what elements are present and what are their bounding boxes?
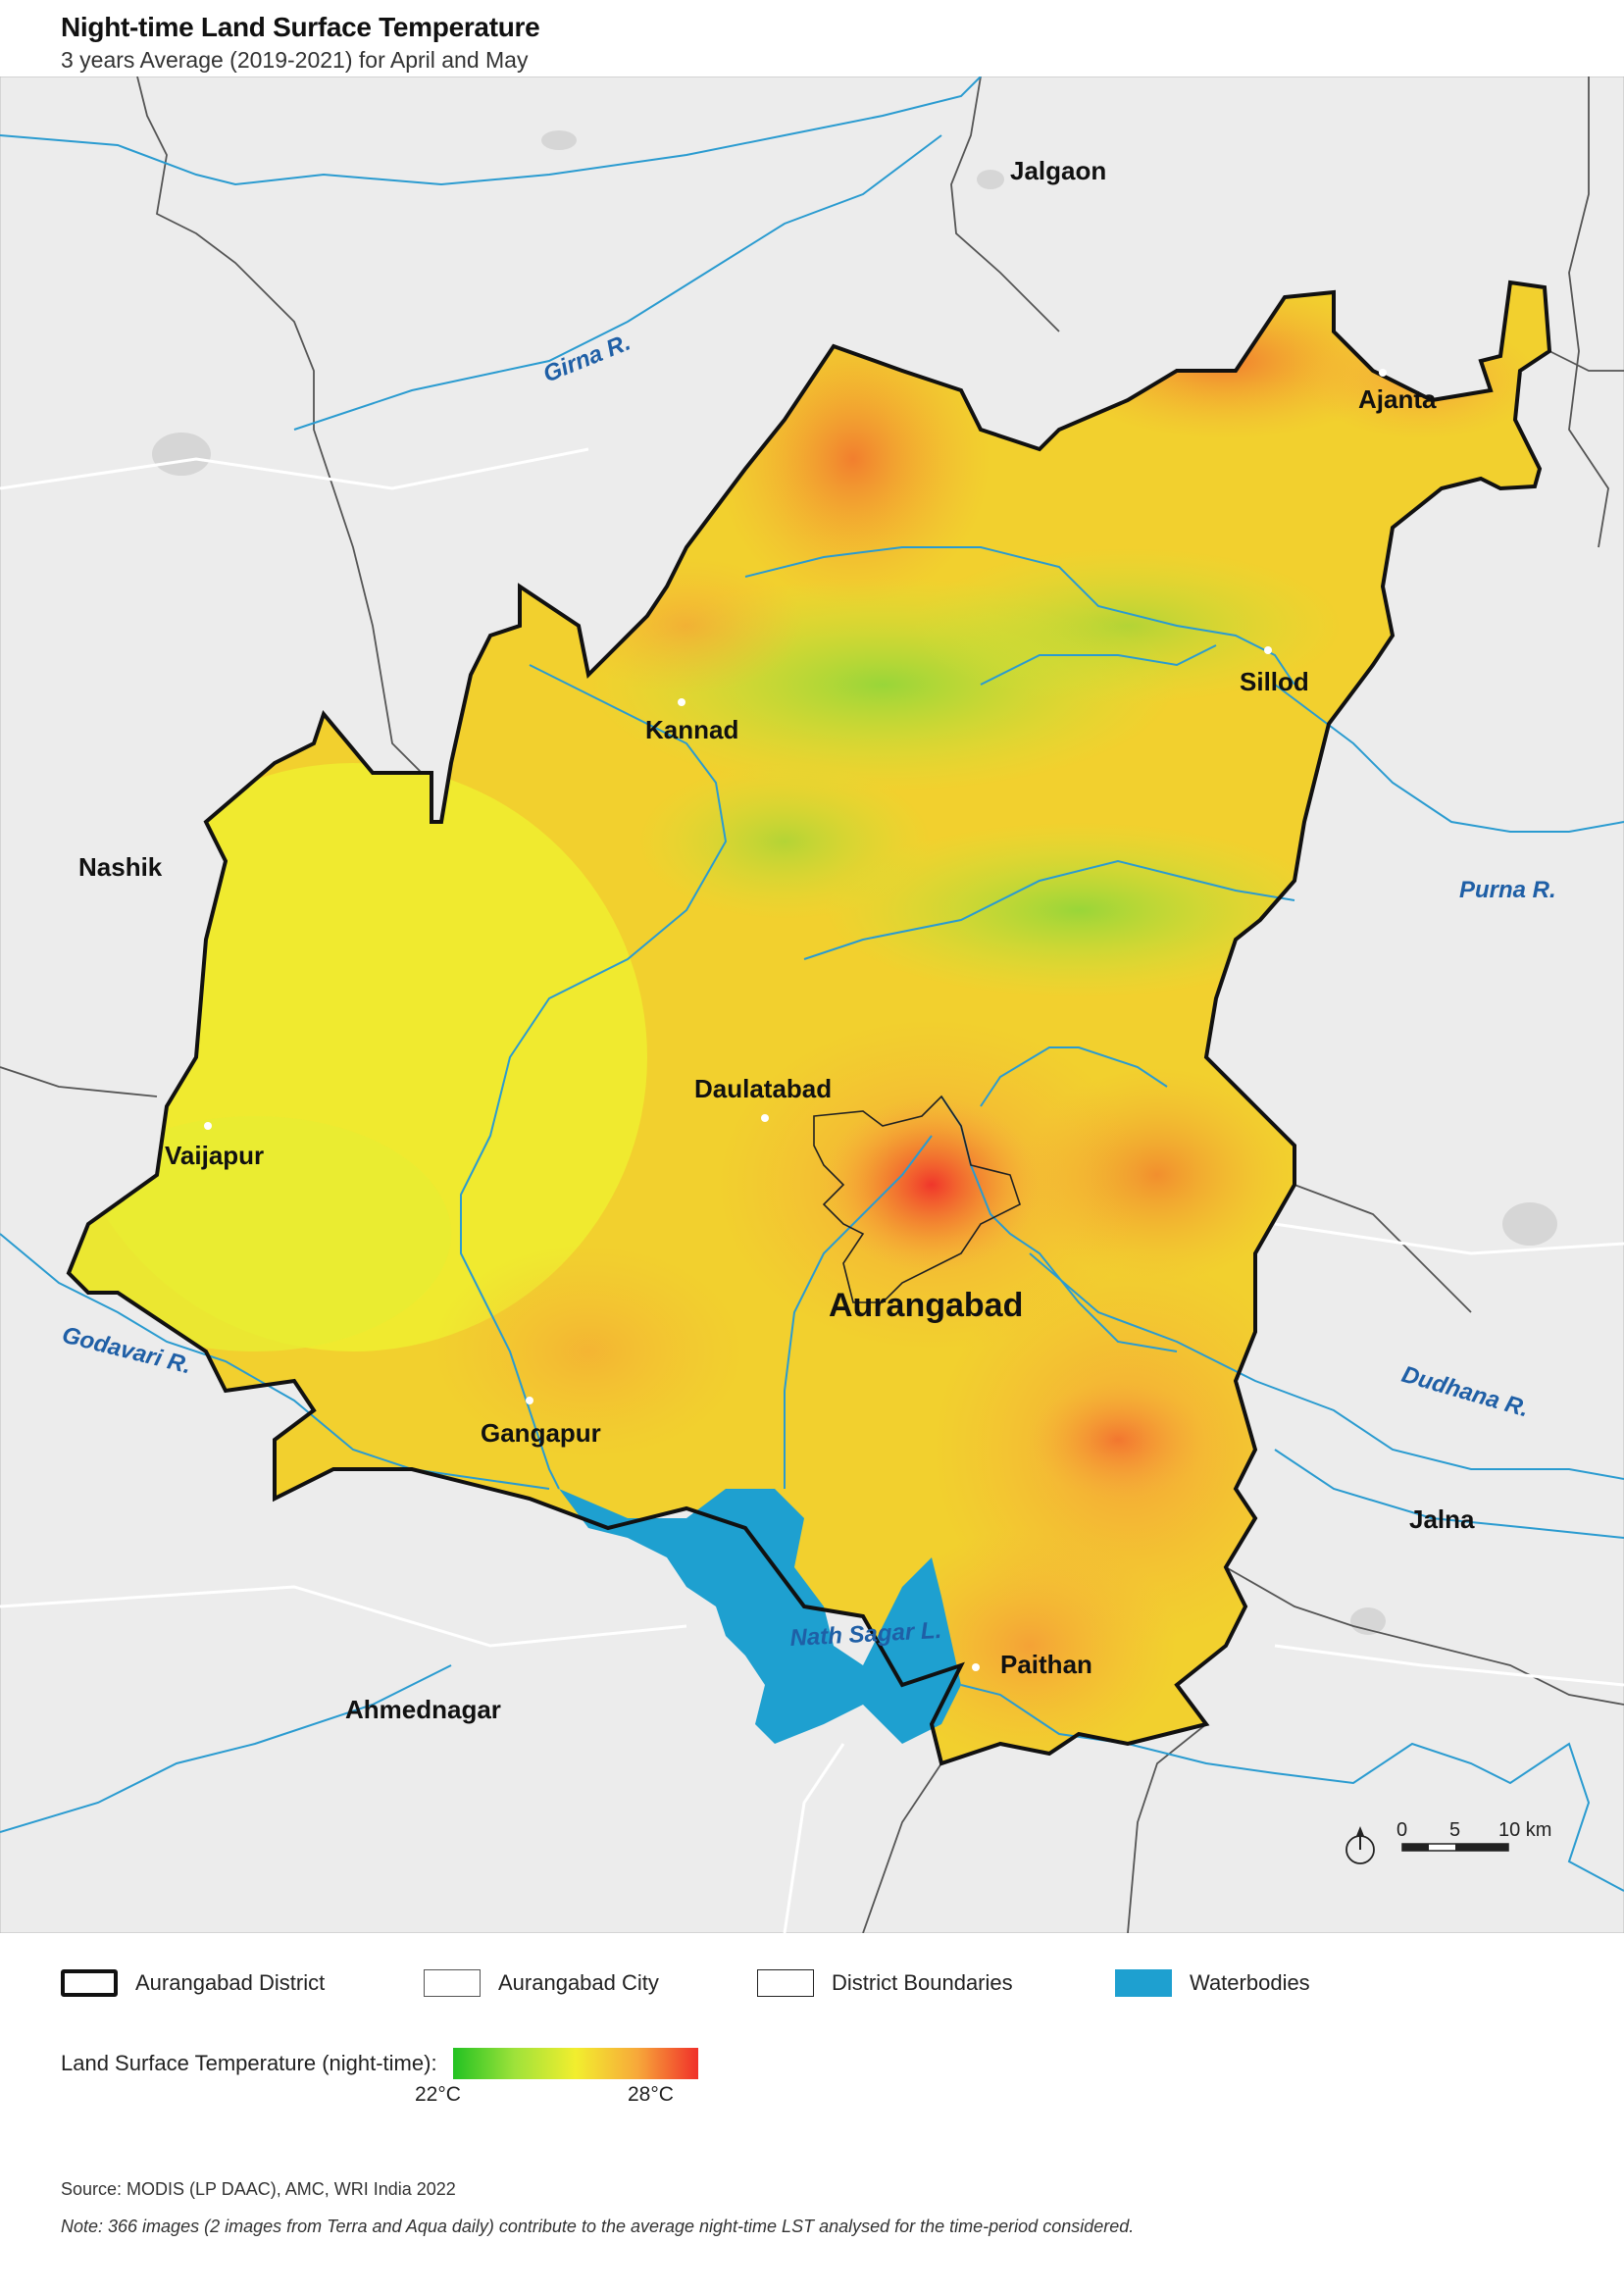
- label-paithan: Paithan: [1000, 1650, 1092, 1679]
- legend-district-label: Aurangabad District: [135, 1970, 326, 1995]
- map-subtitle: 3 years Average (2019-2021) for April an…: [61, 47, 529, 73]
- swatch-waterbodies: [1115, 1969, 1172, 1997]
- legend: Aurangabad District Aurangabad City Dist…: [61, 1969, 1591, 2028]
- map-canvas[interactable]: Jalgaon Nashik Jalna Ahmednagar Ajanta S…: [0, 76, 1624, 1933]
- lst-min-label: 22°C: [415, 2083, 461, 2106]
- label-gangapur: Gangapur: [481, 1418, 601, 1448]
- town-markers: [204, 369, 1387, 1671]
- label-purna-river: Purna R.: [1459, 877, 1556, 903]
- label-ajanta: Ajanta: [1358, 384, 1437, 414]
- label-kannad: Kannad: [645, 715, 738, 744]
- legend-district: Aurangabad District: [61, 1969, 325, 1997]
- label-jalna: Jalna: [1409, 1504, 1475, 1534]
- swatch-district: [61, 1969, 118, 1997]
- lst-color-ramp: [452, 2048, 698, 2079]
- aurangabad-city-boundary: [813, 1095, 1021, 1303]
- swatch-boundaries: [757, 1969, 814, 1997]
- nath-sagar-lake: [559, 1489, 961, 1744]
- legend-waterbodies-label: Waterbodies: [1190, 1970, 1310, 1995]
- lst-legend: Land Surface Temperature (night-time):: [61, 2048, 698, 2079]
- scale-tick-0: 0: [1396, 1819, 1407, 1841]
- legend-boundaries-label: District Boundaries: [832, 1970, 1013, 1995]
- source-text: Source: MODIS (LP DAAC), AMC, WRI India …: [61, 2179, 456, 2199]
- note-text: Note: 366 images (2 images from Terra an…: [61, 2217, 1135, 2236]
- label-ahmednagar: Ahmednagar: [345, 1695, 501, 1724]
- map-title: Night-time Land Surface Temperature: [61, 12, 540, 42]
- roads: [0, 447, 1624, 1933]
- north-arrow-icon: [1345, 1826, 1375, 1864]
- legend-waterbodies: Waterbodies: [1115, 1969, 1310, 1997]
- district-boundaries: [0, 76, 1624, 1933]
- lst-legend-label: Land Surface Temperature (night-time):: [61, 2051, 437, 2075]
- scale-bar: 0 5 10 km: [1396, 1819, 1551, 1852]
- lst-max-label: 28°C: [628, 2083, 674, 2106]
- label-nashik: Nashik: [78, 852, 163, 882]
- label-sillod: Sillod: [1240, 667, 1309, 696]
- aurangabad-district-boundary: [66, 280, 1552, 1766]
- scale-tick-5: 5: [1449, 1819, 1460, 1841]
- legend-boundaries: District Boundaries: [757, 1969, 1013, 1997]
- legend-city: Aurangabad City: [424, 1969, 659, 1997]
- legend-city-label: Aurangabad City: [498, 1970, 659, 1995]
- label-vaijapur: Vaijapur: [165, 1141, 264, 1170]
- rivers: [0, 76, 1624, 1892]
- label-daulatabad: Daulatabad: [694, 1074, 832, 1103]
- scale-tick-10: 10 km: [1498, 1819, 1551, 1841]
- label-jalgaon: Jalgaon: [1010, 156, 1106, 185]
- swatch-city: [424, 1969, 481, 1997]
- label-aurangabad: Aurangabad: [829, 1287, 1023, 1324]
